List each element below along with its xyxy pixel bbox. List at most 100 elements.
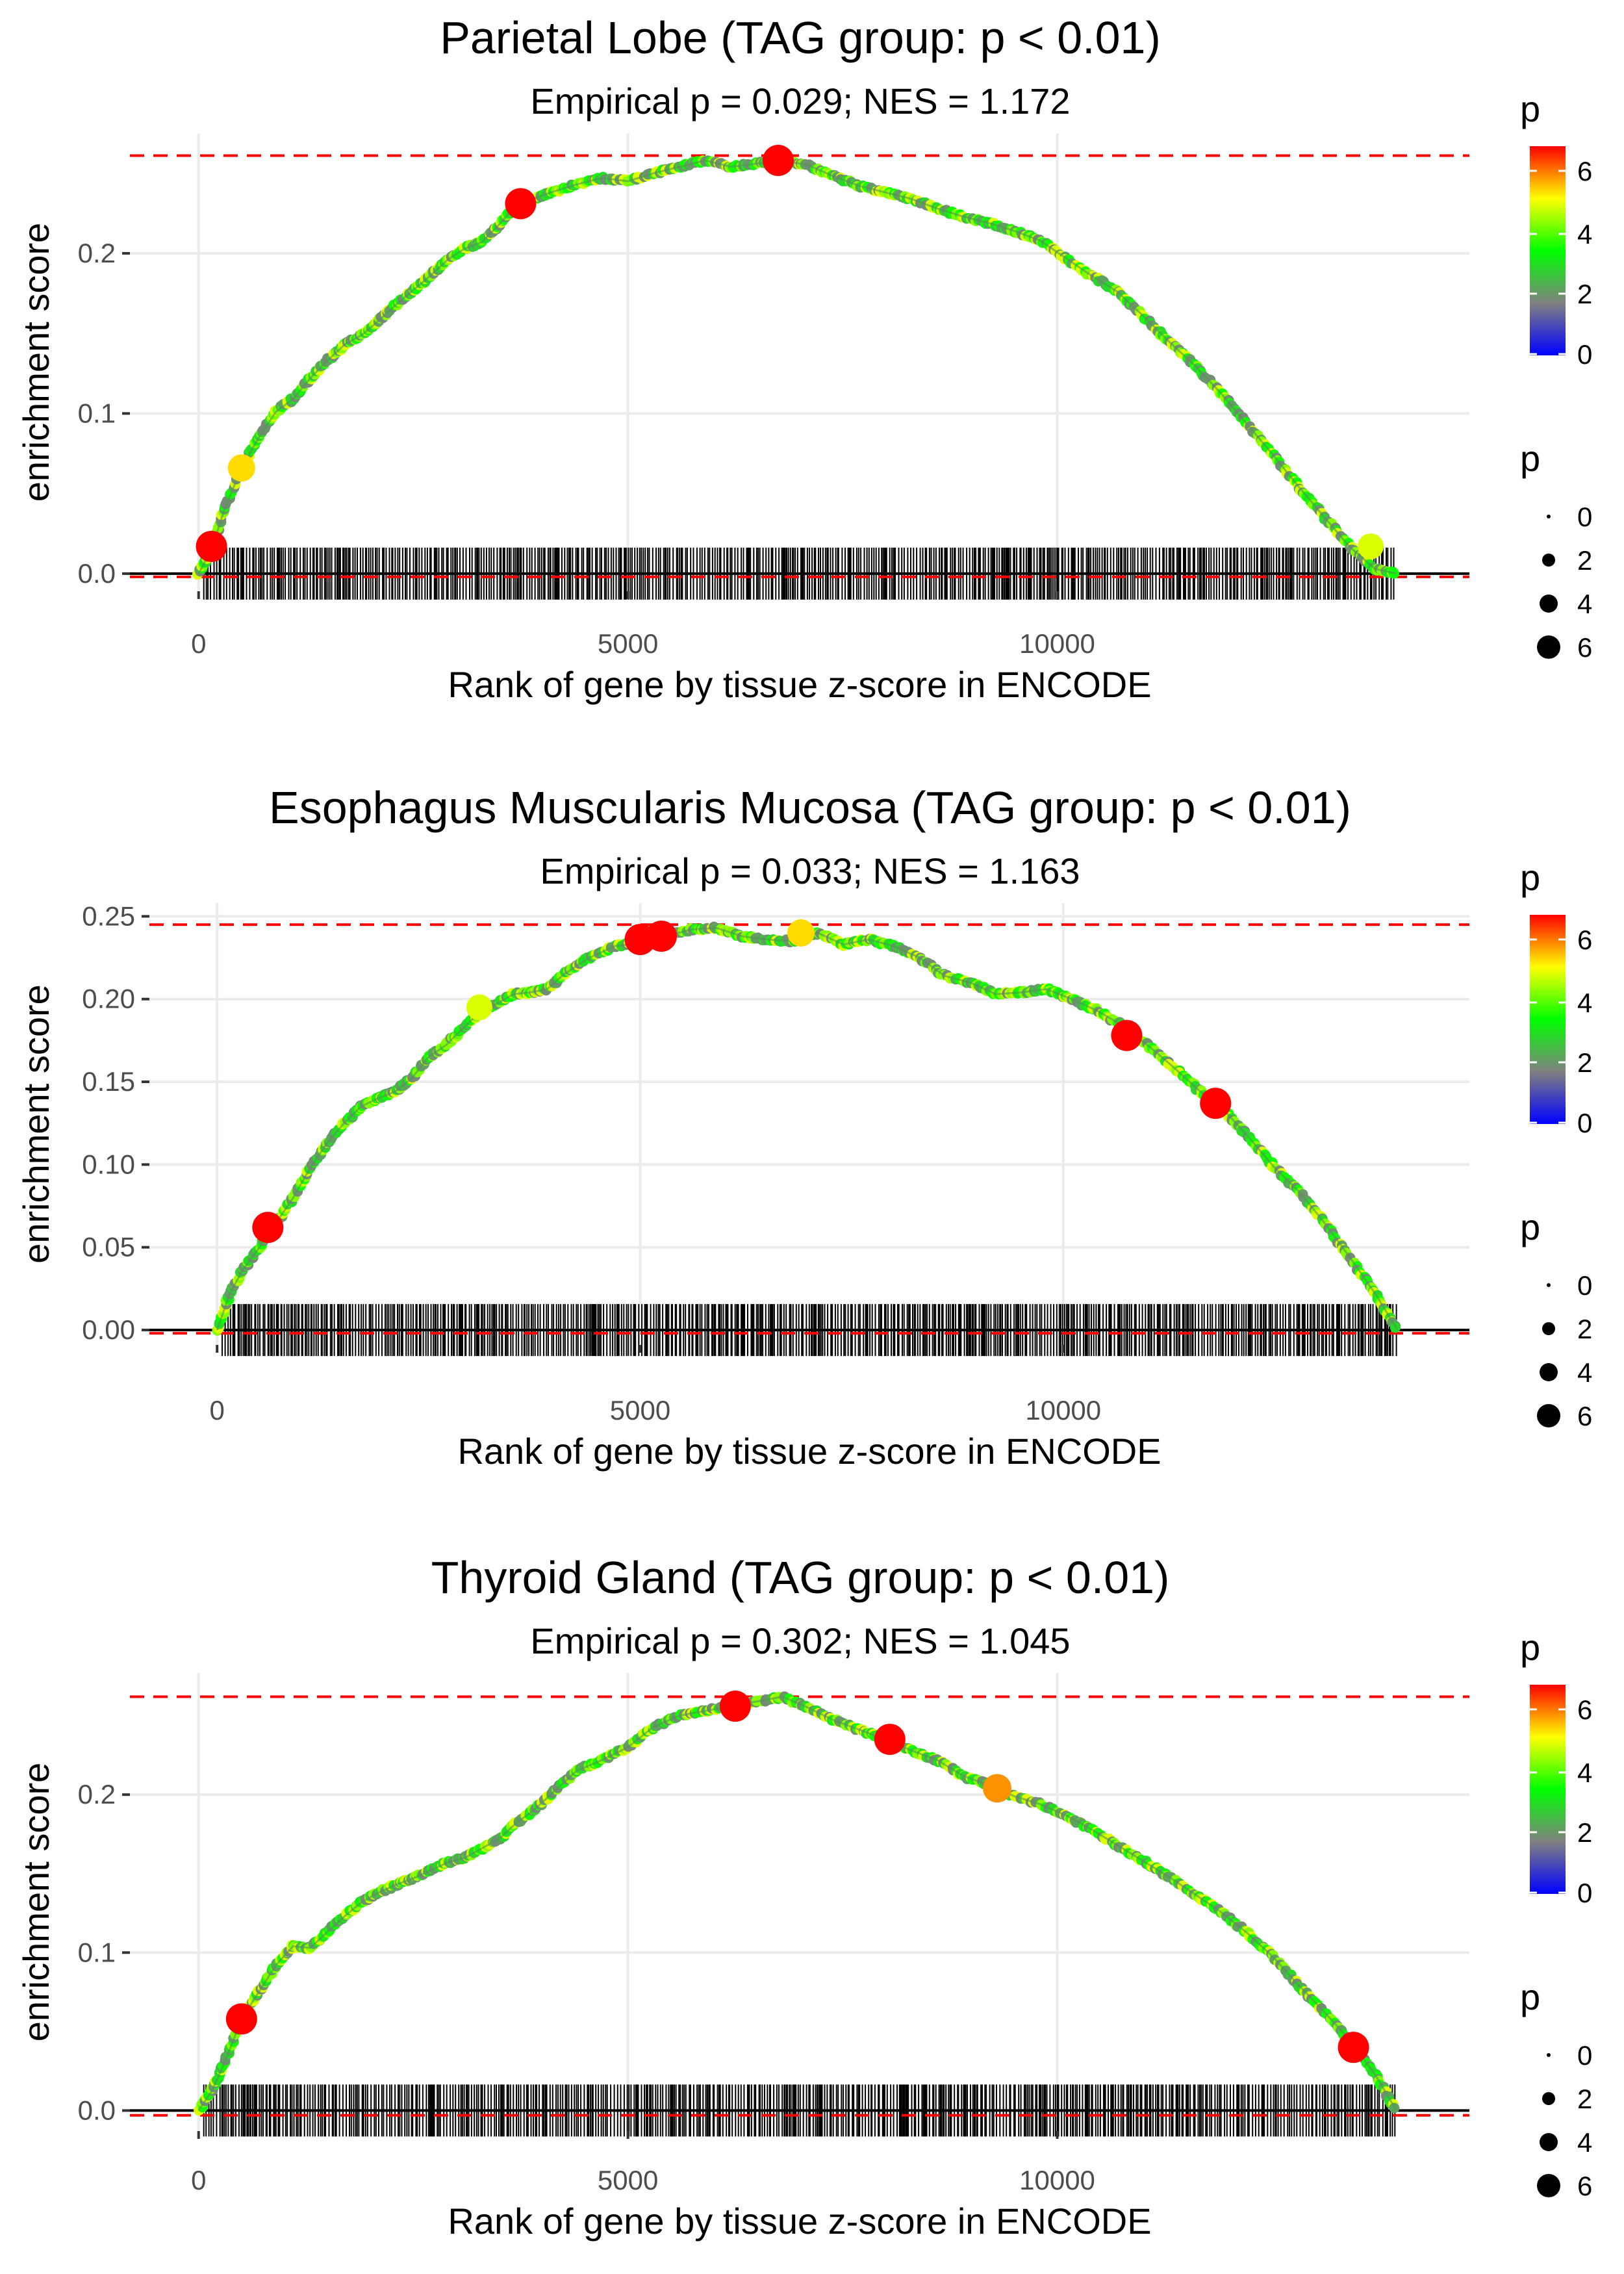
size-key-dot [1542,2092,1555,2105]
panel-esophagus-muscularis-mucosa: Esophagus Muscularis Mucosa (TAG group: … [16,782,1592,1472]
x-tick-label: 0 [210,1395,225,1425]
y-axis-title: enrichment score [16,223,57,502]
highlight-point [196,530,227,562]
color-label: 2 [1577,279,1592,309]
color-label: 0 [1577,1878,1592,1908]
x-tick-label: 5000 [598,2165,658,2195]
highlight-point [252,1212,284,1244]
x-tick-label: 5000 [598,628,658,659]
x-axis-title: Rank of gene by tissue z-score in ENCODE [448,664,1151,705]
y-axis: 0.0 0.1 0.2 enrichment score [16,1763,130,2125]
y-tick-label: 0.15 [82,1066,135,1097]
color-bar [1530,915,1566,1124]
size-key-dot [1540,2133,1558,2151]
y-tick-label: 0.2 [78,238,116,268]
highlight-point [983,1774,1012,1803]
enrichment-curve [212,921,1401,1336]
y-axis: 0.0 0.1 0.2 enrichment score [16,223,130,589]
size-label: 2 [1577,545,1592,576]
size-label: 2 [1577,1314,1592,1344]
x-ticks: 0 5000 10000 [191,591,1095,659]
highlight-point [787,919,815,947]
legend: p 6 4 2 0 p 0 2 4 6 [1520,1627,1592,2201]
y-ticks: 0.0 0.1 0.2 [78,238,130,589]
curve-line [197,159,1397,575]
color-bar-ticks [1530,170,1566,355]
size-legend-title: p [1520,1207,1540,1247]
x-tick-label: 5000 [610,1395,670,1425]
highlight-point [762,144,794,176]
panel-subtitle: Empirical p = 0.033; NES = 1.163 [540,850,1080,891]
color-label: 2 [1577,1047,1592,1078]
x-axis: 0 5000 10000 Rank of gene by tissue z-sc… [191,2131,1152,2242]
highlight-point [505,188,537,220]
y-tick-label: 0.20 [82,984,135,1014]
color-label: 6 [1577,156,1592,186]
curve-line [197,1695,1397,2112]
y-tick-label: 0.10 [82,1149,135,1179]
x-ticks: 0 5000 10000 [210,1345,1101,1425]
highlight-point [1200,1088,1232,1119]
highlight-points [196,144,1384,562]
color-bar-ticks [1530,938,1566,1124]
x-axis-title: Rank of gene by tissue z-score in ENCODE [457,1431,1161,1472]
y-tick-label: 0.05 [82,1232,135,1262]
x-tick-label: 10000 [1025,1395,1101,1425]
x-tick-label: 10000 [1019,628,1095,659]
highlight-point [225,2003,257,2035]
color-legend-title: p [1520,88,1540,129]
y-tick-label: 0.25 [82,901,135,931]
x-tick-label: 10000 [1019,2165,1095,2195]
y-axis-title: enrichment score [16,984,57,1264]
highlight-point [719,1691,751,1722]
highlight-point [1338,2032,1369,2063]
highlight-point [646,920,678,952]
color-label: 2 [1577,1817,1592,1848]
plot-area [130,1673,1469,2137]
size-key-dot [1540,594,1558,613]
y-tick-label: 0.0 [78,2095,116,2125]
color-label: 4 [1577,1757,1592,1788]
y-tick-label: 0.1 [78,398,116,428]
color-legend-title: p [1520,1627,1540,1668]
color-legend-title: p [1520,857,1540,898]
color-label: 6 [1577,1694,1592,1725]
x-ticks: 0 5000 10000 [191,2131,1095,2195]
size-key-dot [1542,1322,1555,1335]
color-label: 0 [1577,1108,1592,1138]
highlight-point [874,1724,906,1756]
size-key-dot [1540,1363,1558,1381]
highlight-points [252,919,1232,1244]
enrichment-curve [192,155,1399,580]
size-key-dot [1547,1283,1551,1287]
panel-title: Thyroid Gland (TAG group: p < 0.01) [431,1552,1170,1603]
legend: p 6 4 2 0 p 0 2 4 6 [1520,88,1592,663]
highlight-points [225,1691,1369,2063]
color-bar [1530,146,1566,355]
curve-line [216,926,1399,1331]
y-ticks: 0.0 0.1 0.2 [78,1779,130,2125]
size-key-dot [1537,2174,1560,2197]
size-key-dot [1547,515,1551,518]
x-tick-label: 0 [191,628,206,659]
size-legend-title: p [1520,1976,1540,2017]
highlight-point [1357,533,1384,559]
size-key-dot [1537,1404,1560,1427]
size-key-dot [1537,635,1560,659]
color-bar [1530,1685,1566,1894]
highlight-point [1111,1019,1143,1051]
legend: p 6 4 2 0 p 0 2 4 6 [1520,857,1592,1431]
size-label: 6 [1577,1401,1592,1431]
panel-title: Parietal Lobe (TAG group: p < 0.01) [440,12,1161,63]
plot-area [130,133,1469,600]
size-key-dot [1542,554,1555,567]
size-label: 4 [1577,2127,1592,2158]
color-label: 4 [1577,219,1592,249]
gridlines [130,1673,1469,2131]
panel-subtitle: Empirical p = 0.302; NES = 1.045 [530,1620,1070,1661]
x-axis-title: Rank of gene by tissue z-score in ENCODE [448,2201,1151,2242]
y-tick-label: 0.00 [82,1314,135,1345]
color-label: 4 [1577,988,1592,1018]
panel-subtitle: Empirical p = 0.029; NES = 1.172 [530,81,1070,121]
